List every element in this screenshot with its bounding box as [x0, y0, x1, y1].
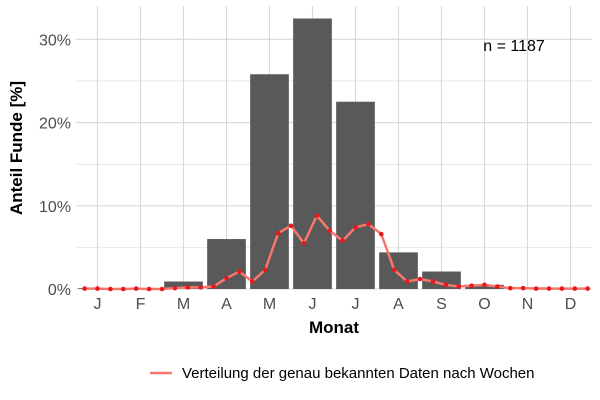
bar — [164, 281, 203, 289]
data-point — [430, 279, 436, 284]
x-tick-label: J — [309, 296, 317, 313]
data-point — [198, 285, 203, 290]
x-tick-label: M — [263, 296, 276, 313]
data-point — [391, 267, 397, 273]
data-point — [482, 282, 487, 288]
data-point — [379, 231, 384, 237]
x-tick-label: D — [565, 296, 577, 313]
bars — [78, 18, 590, 290]
data-point — [262, 267, 268, 273]
data-point — [133, 286, 139, 291]
data-point — [533, 286, 539, 291]
weekly-points — [82, 213, 590, 292]
data-point — [340, 238, 345, 244]
data-point — [443, 282, 449, 288]
data-point — [559, 286, 565, 291]
data-point — [314, 213, 320, 219]
legend-label: Verteilung der genau bekannten Daten nac… — [182, 365, 535, 382]
x-tick-label: A — [393, 296, 404, 313]
data-point — [146, 286, 152, 292]
y-tick-label: 0% — [48, 282, 71, 299]
weekly-line — [84, 214, 588, 291]
data-point — [108, 286, 113, 292]
x-tick-label: F — [136, 296, 146, 313]
y-tick-label: 20% — [39, 116, 71, 133]
data-point — [82, 286, 87, 291]
x-tick-label: J — [352, 296, 360, 313]
bar — [250, 74, 289, 290]
data-point — [121, 286, 126, 292]
x-axis-title: Monat — [309, 318, 359, 337]
bar — [293, 18, 332, 290]
x-tick-label: M — [177, 296, 190, 313]
bar — [336, 101, 375, 290]
data-point — [546, 286, 552, 291]
data-point — [572, 286, 578, 291]
bar — [379, 252, 418, 289]
data-point — [237, 269, 242, 274]
data-point — [185, 285, 191, 290]
data-point — [95, 286, 100, 291]
y-tick-label: 10% — [39, 199, 71, 216]
data-point — [327, 228, 333, 234]
data-point — [404, 279, 410, 284]
legend: Verteilung der genau bekannten Daten nac… — [150, 365, 535, 382]
data-point — [224, 275, 229, 281]
data-point — [172, 285, 178, 291]
data-point — [585, 286, 590, 291]
data-point — [366, 221, 371, 227]
data-point — [508, 285, 513, 291]
data-point — [275, 230, 281, 236]
data-point — [288, 223, 294, 229]
data-point — [417, 276, 423, 282]
x-tick-label: O — [478, 296, 490, 313]
data-point — [469, 283, 474, 288]
data-point — [159, 286, 165, 292]
sample-size-annotation: n = 1187 — [483, 38, 545, 55]
data-point — [456, 284, 462, 289]
data-point — [211, 284, 216, 289]
weekly-series-line — [84, 214, 588, 291]
data-point — [353, 225, 358, 230]
x-tick-label: A — [221, 296, 232, 313]
y-tick-labels: 0% 10% 20% 30% — [39, 32, 71, 299]
data-point — [495, 284, 500, 289]
x-tick-label: J — [94, 296, 102, 313]
y-tick-label: 30% — [39, 32, 71, 49]
data-point — [301, 240, 307, 246]
data-point — [250, 279, 255, 284]
x-tick-label: S — [436, 296, 447, 313]
data-point — [520, 285, 526, 291]
y-axis-title: Anteil Funde [%] — [7, 81, 26, 215]
x-tick-label: N — [522, 296, 534, 313]
bar — [207, 239, 246, 289]
